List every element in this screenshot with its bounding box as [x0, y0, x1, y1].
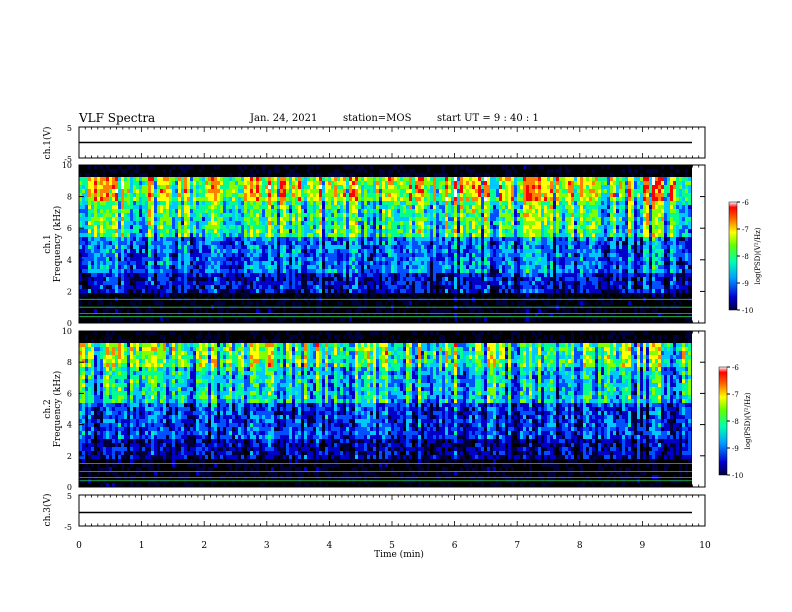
ytick-label: 8 — [67, 193, 72, 202]
colorbar-tick-label: -6 — [742, 199, 749, 207]
ytick-label: 2 — [67, 287, 72, 296]
chart-title: VLF Spectra — [79, 111, 156, 125]
xtick-label: 9 — [640, 541, 646, 551]
ch2-spectrogram-ylabel-1: ch.2 — [43, 399, 53, 418]
ch2-spectrogram — [79, 331, 692, 488]
xtick-label: 0 — [76, 541, 82, 551]
ch2-colorbar — [718, 366, 728, 476]
ytick-label: 4 — [67, 256, 72, 265]
ytick-label: 6 — [67, 224, 72, 233]
station-label: station=MOS — [343, 113, 412, 124]
colorbar-tick-label: -7 — [742, 226, 749, 234]
xtick-label: 2 — [201, 541, 207, 551]
ytick-label: 0 — [67, 483, 72, 492]
xtick-label: 8 — [577, 541, 583, 551]
colorbar-tick-label: -7 — [732, 391, 739, 399]
ch1-colorbar-label: log(PSD)(V²/Hz) — [754, 227, 762, 284]
ytick-label: 10 — [62, 327, 72, 336]
colorbar-tick-label: -6 — [732, 364, 739, 372]
ytick-label: 2 — [67, 452, 72, 461]
xtick-label: 7 — [514, 541, 520, 551]
ch3-waveform-ytick-bottom: -5 — [64, 523, 72, 532]
ytick-label: 6 — [67, 389, 72, 398]
ch1-waveform-ytick-top: 5 — [67, 124, 72, 133]
colorbar-tick-label: -10 — [732, 472, 743, 480]
xtick-label: 6 — [452, 541, 458, 551]
ch2-spectrogram-ylabel-2: Frequency (kHz) — [52, 371, 63, 448]
ch3-waveform-ytick-top: 5 — [67, 492, 72, 501]
ch1-spectrogram-ylabel-1: ch.1 — [43, 234, 53, 253]
ch1-waveform-ytick-bottom: -5 — [64, 155, 72, 164]
ytick-label: 0 — [67, 319, 72, 328]
colorbar-tick-label: -9 — [732, 445, 739, 453]
ch1-spectrogram-ylabel-2: Frequency (kHz) — [52, 206, 63, 283]
colorbar-tick-label: -9 — [742, 280, 749, 288]
xtick-label: 5 — [389, 541, 395, 551]
colorbar-tick-label: -8 — [742, 253, 749, 261]
ytick-label: 10 — [62, 161, 72, 170]
xtick-label: 1 — [139, 541, 145, 551]
ch2-colorbar-label: log(PSD)(V²/Hz) — [744, 392, 752, 449]
ch1-spectrogram — [79, 165, 692, 323]
ch1-waveform-ylabel: ch.1(V) — [42, 127, 53, 160]
x-axis-label: Time (min) — [374, 549, 424, 560]
ch1-colorbar — [728, 201, 738, 311]
colorbar-tick-label: -10 — [742, 307, 753, 315]
ytick-label: 8 — [67, 358, 72, 367]
colorbar-tick-label: -8 — [732, 418, 739, 426]
ch3-waveform-ylabel: ch.3(V) — [42, 494, 53, 527]
start-time-label: start UT = 9 : 40 : 1 — [437, 113, 539, 124]
xtick-label: 3 — [264, 541, 270, 551]
ytick-label: 4 — [67, 421, 72, 430]
xtick-label: 4 — [327, 541, 333, 551]
date-label: Jan. 24, 2021 — [250, 113, 318, 124]
xtick-label: 10 — [699, 541, 711, 551]
